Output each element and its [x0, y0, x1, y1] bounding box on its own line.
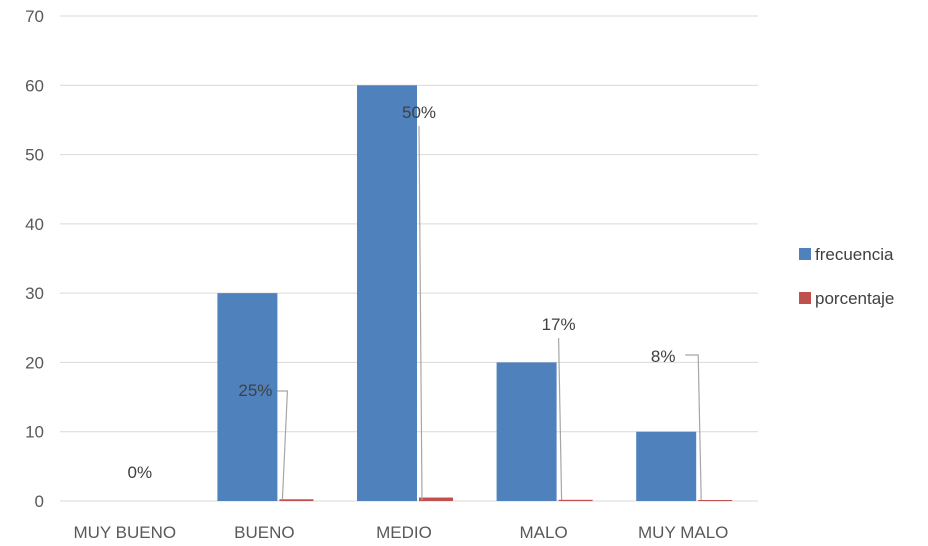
bar-frecuencia [496, 362, 557, 501]
legend-swatch [799, 248, 811, 260]
data-label-porcentaje: 25% [238, 381, 272, 400]
data-label-porcentaje: 50% [402, 103, 436, 122]
x-category-label: BUENO [234, 523, 294, 542]
data-labels: 0% 25% 50% 17% 8% [128, 103, 676, 482]
leader-line [418, 125, 423, 501]
bar-porcentaje [279, 499, 314, 501]
data-label-leaders [277, 125, 702, 501]
data-label-porcentaje: 8% [651, 347, 676, 366]
y-tick-label: 40 [25, 215, 44, 234]
leader-line [558, 337, 563, 501]
bar-porcentaje [698, 500, 733, 501]
y-tick-label: 0 [35, 492, 44, 511]
bar-frecuencia [217, 293, 278, 501]
legend-swatch [799, 292, 811, 304]
data-label-porcentaje: 17% [542, 315, 576, 334]
x-category-label: MALO [520, 523, 568, 542]
y-tick-label: 30 [25, 284, 44, 303]
x-category-label: MEDIO [376, 523, 432, 542]
leader-line [685, 354, 702, 501]
y-tick-label: 10 [25, 423, 44, 442]
y-axis-ticks: 0 10 20 30 40 50 60 70 [25, 7, 44, 511]
bar-frecuencia [357, 85, 417, 502]
bars [217, 85, 733, 502]
data-label-porcentaje: 0% [128, 463, 153, 482]
bar-frecuencia [636, 431, 697, 501]
legend-label: frecuencia [815, 245, 894, 264]
x-category-label: MUY MALO [638, 523, 728, 542]
x-axis-categories: MUY BUENO BUENO MEDIO MALO MUY MALO [73, 523, 728, 542]
x-category-label: MUY BUENO [73, 523, 176, 542]
leader-line [277, 390, 289, 501]
bar-porcentaje [558, 499, 593, 501]
y-tick-label: 60 [25, 76, 44, 95]
y-tick-label: 70 [25, 7, 44, 26]
legend: frecuencia porcentaje [799, 245, 894, 308]
legend-label: porcentaje [815, 289, 894, 308]
y-tick-label: 50 [25, 146, 44, 165]
y-tick-label: 20 [25, 353, 44, 372]
bar-porcentaje [419, 497, 453, 501]
